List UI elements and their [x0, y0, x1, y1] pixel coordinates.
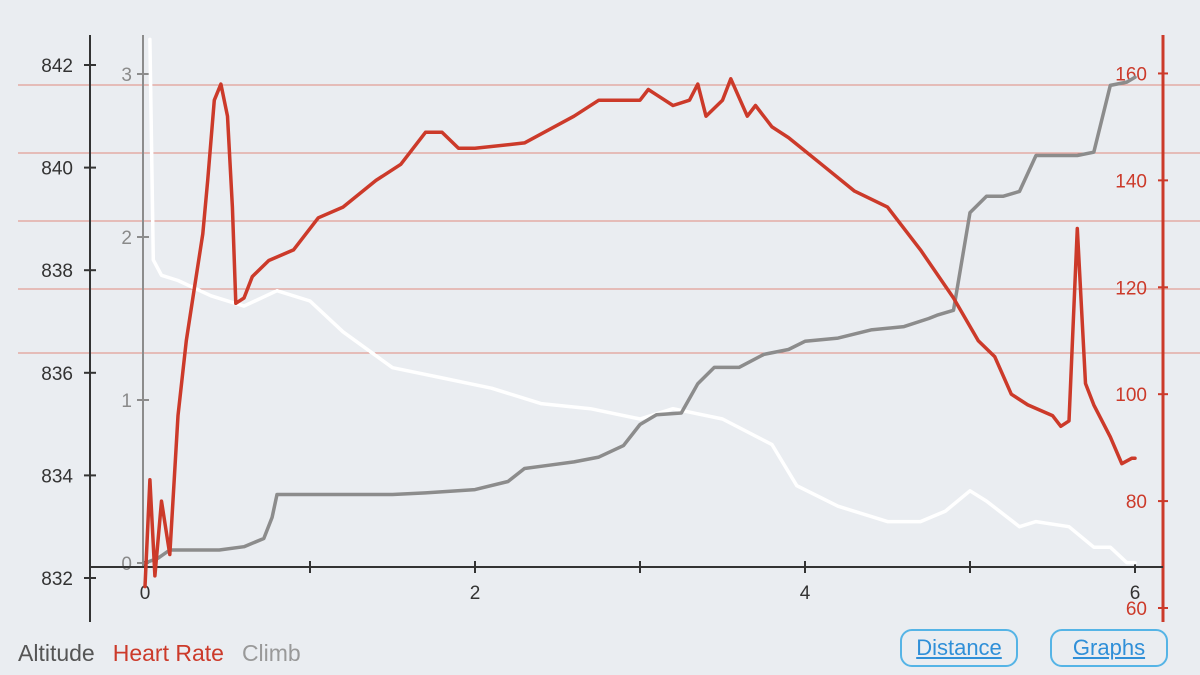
series-heart-rate-line: [143, 77, 1137, 589]
x-tick-label: 4: [800, 583, 811, 604]
x-tick-label: 0: [140, 583, 151, 604]
chart-area: 832 834 836 838 840 842 0 1 2 3 60 80 100 120 140 160 0 2…: [18, 35, 1200, 622]
series-altitude-line: [148, 37, 1137, 565]
heart-rate-tick-label: 100: [1115, 385, 1147, 406]
heart-rate-tick-label: 60: [1126, 599, 1147, 620]
heart-rate-tick-label: 140: [1115, 171, 1147, 192]
distance-button[interactable]: Distance: [900, 629, 1018, 667]
heart-rate-tick-label: 120: [1115, 278, 1147, 299]
x-tick-label: 2: [470, 583, 481, 604]
altitude-tick-label: 836: [41, 364, 73, 385]
altitude-tick-label: 838: [41, 261, 73, 282]
climb-tick-label: 2: [121, 228, 132, 249]
graphs-button[interactable]: Graphs: [1050, 629, 1168, 667]
climb-tick-label: 3: [121, 65, 132, 86]
climb-tick-label: 1: [121, 391, 132, 412]
x-tick-label: 6: [1130, 583, 1141, 604]
altitude-tick-label: 832: [41, 569, 73, 590]
altitude-tick-label: 842: [41, 56, 73, 77]
series-climb-line: [143, 75, 1137, 565]
altitude-tick-label: 840: [41, 159, 73, 180]
legend-heart-rate: Heart Rate: [112, 640, 224, 666]
legend: Altitude Heart Rate Climb: [18, 640, 301, 667]
legend-altitude: Altitude: [18, 640, 95, 666]
legend-climb: Climb: [241, 640, 301, 666]
climb-tick-label: 0: [121, 554, 132, 575]
heart-rate-tick-label: 80: [1126, 492, 1147, 513]
heart-rate-tick-label: 160: [1115, 64, 1147, 85]
altitude-tick-label: 834: [41, 466, 73, 487]
